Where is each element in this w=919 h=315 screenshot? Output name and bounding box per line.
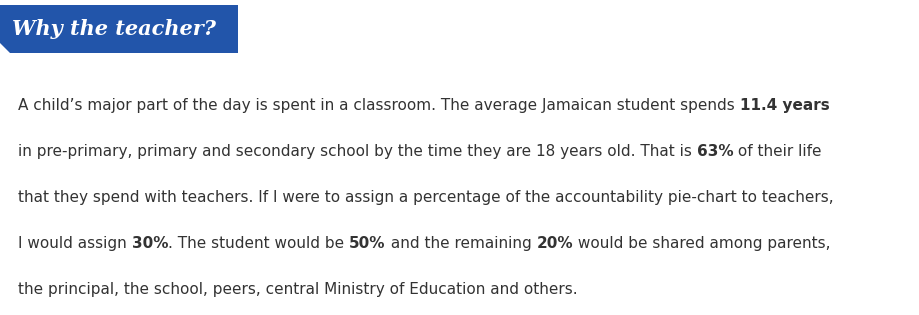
Text: that they spend with teachers. If I were to assign a percentage of the accountab: that they spend with teachers. If I were… [18,190,834,205]
Text: Why the teacher?: Why the teacher? [12,19,216,39]
Text: 50%: 50% [349,236,386,251]
Text: 63%: 63% [697,144,733,159]
Text: A child’s major part of the day is spent in a classroom. The average Jamaican st: A child’s major part of the day is spent… [18,98,740,113]
Text: . The student would be: . The student would be [168,236,349,251]
Text: and the remaining: and the remaining [386,236,537,251]
Text: 11.4 years: 11.4 years [740,98,829,113]
Text: the principal, the school, peers, central Ministry of Education and others.: the principal, the school, peers, centra… [18,282,578,297]
Text: 20%: 20% [537,236,573,251]
Polygon shape [0,5,238,53]
Text: 30%: 30% [131,236,168,251]
Text: I would assign: I would assign [18,236,131,251]
Text: would be shared among parents,: would be shared among parents, [573,236,831,251]
Text: of their life: of their life [733,144,822,159]
Text: in pre-primary, primary and secondary school by the time they are 18 years old. : in pre-primary, primary and secondary sc… [18,144,697,159]
